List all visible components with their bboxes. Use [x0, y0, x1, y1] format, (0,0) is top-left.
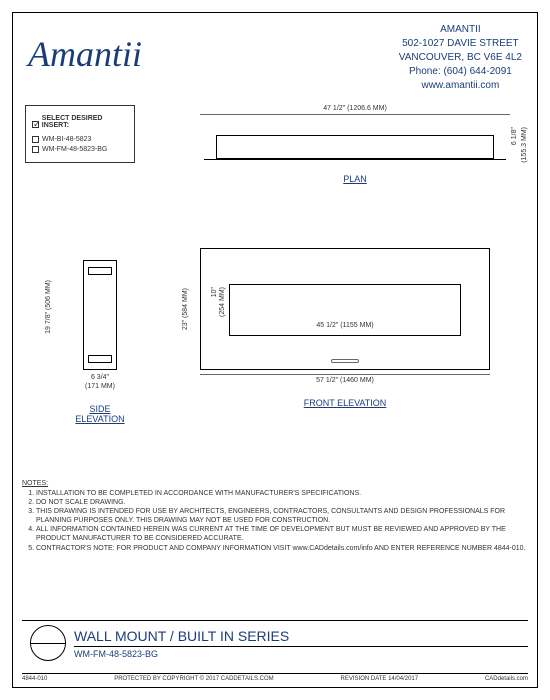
option-row[interactable]: WM-BI-48-5823	[32, 136, 128, 143]
dim-front-outer-w: 57 1/2" (1460 MM)	[180, 377, 510, 384]
side-detail	[88, 355, 112, 363]
drawing-symbol-icon	[30, 625, 66, 661]
dim-side-width: 6 3/4"	[65, 374, 135, 381]
note-item: INSTALLATION TO BE COMPLETED IN ACCORDAN…	[36, 489, 528, 498]
vent-icon	[331, 359, 359, 363]
note-item: DO NOT SCALE DRAWING.	[36, 498, 528, 507]
insert-selector: SELECT DESIRED INSERT: WM-BI-48-5823 WM-…	[25, 105, 135, 163]
front-inner-rect: 45 1/2" (1155 MM)	[229, 284, 461, 336]
dim-side-width-mm: (171 MM)	[65, 383, 135, 390]
side-label: SIDE ELEVATION	[65, 404, 135, 424]
dim-front-inner-hm: (254 MM)	[219, 287, 226, 317]
company-web: www.amantii.com	[399, 79, 522, 93]
footer-ref: 4844-010	[22, 676, 47, 682]
company-phone: Phone: (604) 644-2091	[399, 65, 522, 79]
dim-side-height: 19 7/8" (506 MM)	[45, 280, 52, 334]
drawing-subtitle: WM-FM-48-5823-BG	[74, 649, 528, 659]
note-item: THIS DRAWING IS INTENDED FOR USE BY ARCH…	[36, 507, 528, 525]
side-rect	[83, 260, 117, 370]
logo: Amantii	[28, 33, 142, 75]
checkbox-icon	[32, 121, 39, 128]
company-addr1: 502-1027 DAVIE STREET	[399, 37, 522, 51]
checkbox-icon[interactable]	[32, 146, 39, 153]
plan-rect	[216, 135, 494, 159]
plan-label: PLAN	[200, 174, 510, 184]
footer-cad: CADdetails.com	[485, 676, 528, 682]
dim-plan-height: 6 1/8"	[511, 127, 518, 145]
checkbox-icon[interactable]	[32, 136, 39, 143]
company-addr2: VANCOUVER, BC V6E 4L2	[399, 51, 522, 65]
note-item: CONTRACTOR'S NOTE: FOR PRODUCT AND COMPA…	[36, 544, 528, 553]
dim-front-inner-w: 45 1/2" (1155 MM)	[230, 322, 460, 329]
dim-front-outer-h: 23" (584 MM)	[182, 288, 189, 330]
plan-view: 47 1/2" (1206.6 MM) 6 1/8" (155.3 MM) PL…	[200, 105, 510, 184]
footer: 4844-010 PROTECTED BY COPYRIGHT © 2017 C…	[22, 673, 528, 682]
side-elevation: 19 7/8" (506 MM) 6 3/4" (171 MM) SIDE EL…	[65, 260, 135, 424]
option-label: WM-FM-48-5823-BG	[42, 146, 107, 153]
option-row[interactable]: WM-FM-48-5823-BG	[32, 146, 128, 153]
title-block: WALL MOUNT / BUILT IN SERIES WM-FM-48-58…	[22, 620, 528, 665]
drawing-title: WALL MOUNT / BUILT IN SERIES	[74, 628, 528, 647]
selector-title: SELECT DESIRED INSERT:	[42, 115, 128, 129]
notes-block: NOTES: INSTALLATION TO BE COMPLETED IN A…	[22, 480, 528, 553]
note-item: ALL INFORMATION CONTAINED HEREIN WAS CUR…	[36, 525, 528, 543]
header: Amantii AMANTII 502-1027 DAVIE STREET VA…	[18, 18, 532, 93]
front-rect: 10" (254 MM) 45 1/2" (1155 MM)	[200, 248, 490, 370]
option-label: WM-BI-48-5823	[42, 136, 91, 143]
company-block: AMANTII 502-1027 DAVIE STREET VANCOUVER,…	[399, 23, 522, 93]
footer-copyright: PROTECTED BY COPYRIGHT © 2017 CADDETAILS…	[114, 676, 273, 682]
footer-revision: REVISION DATE 14/04/2017	[341, 676, 419, 682]
side-detail	[88, 267, 112, 275]
dim-front-inner-h: 10"	[211, 287, 218, 297]
company-name: AMANTII	[399, 23, 522, 37]
front-label: FRONT ELEVATION	[180, 398, 510, 408]
dim-plan-width: 47 1/2" (1206.6 MM)	[200, 105, 510, 112]
dim-plan-height-mm: (155.3 MM)	[521, 127, 528, 163]
front-elevation: 23" (584 MM) 10" (254 MM) 45 1/2" (1155 …	[180, 248, 510, 408]
notes-title: NOTES:	[22, 480, 528, 487]
